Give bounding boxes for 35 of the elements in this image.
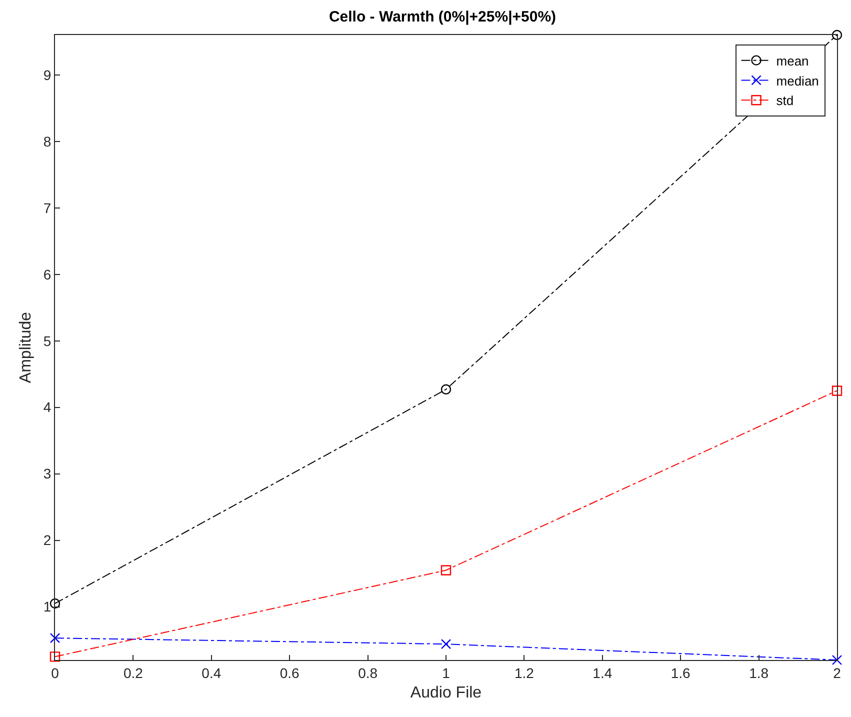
y-tick-label: 1 bbox=[43, 598, 52, 615]
x-tick-label: 0.6 bbox=[280, 664, 300, 681]
chart-title: Cello - Warmth (0%|+25%|+50%) bbox=[328, 8, 556, 26]
x-tick-label: 1.6 bbox=[670, 664, 691, 681]
y-tick-label: 6 bbox=[43, 266, 52, 282]
y-tick-label: 2 bbox=[43, 532, 52, 548]
y-tick-label: 3 bbox=[43, 466, 52, 482]
point bbox=[50, 652, 60, 662]
point bbox=[832, 30, 842, 40]
point bbox=[440, 384, 452, 394]
point bbox=[50, 598, 60, 609]
y-tick-label: 5 bbox=[43, 332, 52, 349]
legend-label: median bbox=[776, 73, 819, 88]
point bbox=[440, 565, 452, 576]
x-axis-title: Audio File bbox=[410, 684, 482, 702]
x-tick-label: 1.2 bbox=[514, 664, 534, 681]
y-tick-label: 9 bbox=[43, 66, 52, 83]
x-tick-label: 1.4 bbox=[592, 664, 612, 681]
y-tick-label: 7 bbox=[43, 200, 52, 216]
point bbox=[832, 654, 842, 666]
x-tick-label: 2 bbox=[833, 664, 842, 681]
point bbox=[50, 632, 60, 644]
legend-label: mean bbox=[776, 53, 809, 68]
y-tick-label: 8 bbox=[43, 133, 52, 150]
x-tick-label: 1 bbox=[442, 664, 450, 681]
y-tick-label: 4 bbox=[43, 399, 52, 416]
point bbox=[440, 638, 452, 650]
y-axis-title: Amplitude bbox=[17, 312, 34, 384]
x-tick-label: 0.8 bbox=[358, 664, 378, 681]
x-tick-label: 0.2 bbox=[123, 664, 144, 681]
x-tick-label: 0 bbox=[51, 664, 60, 681]
point bbox=[832, 386, 842, 396]
x-tick-label: 1.8 bbox=[749, 664, 769, 681]
legend-label: std bbox=[776, 93, 794, 108]
x-tick-label: 0.4 bbox=[202, 664, 222, 681]
